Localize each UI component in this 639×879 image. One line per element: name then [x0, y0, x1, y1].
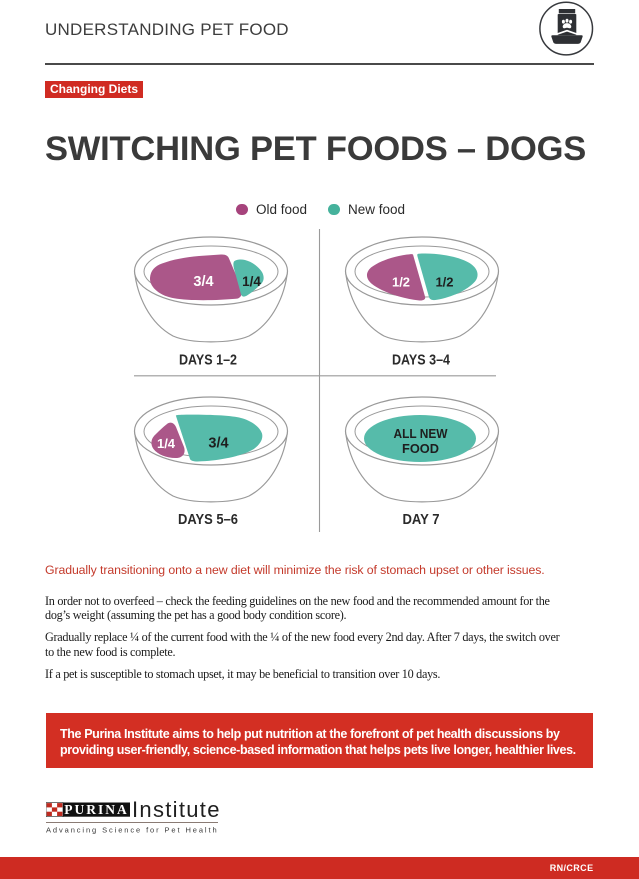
svg-text:PURINA: PURINA [64, 802, 129, 817]
svg-text:3/4: 3/4 [208, 436, 228, 452]
svg-text:DAYS 3–4: DAYS 3–4 [392, 353, 450, 369]
svg-text:Institute: Institute [132, 800, 221, 822]
svg-text:3/4: 3/4 [193, 274, 213, 290]
svg-text:DAY 7: DAY 7 [403, 512, 440, 528]
svg-text:1/4: 1/4 [157, 436, 176, 451]
svg-text:1/4: 1/4 [242, 274, 261, 289]
svg-text:1/2: 1/2 [392, 275, 410, 290]
svg-text:1/2: 1/2 [435, 275, 453, 290]
svg-text:Advancing Science for Pet Heal: Advancing Science for Pet Health [46, 826, 219, 835]
svg-text:ALL NEW: ALL NEW [394, 426, 449, 441]
svg-text:DAYS 1–2: DAYS 1–2 [179, 353, 237, 369]
svg-text:DAYS 5–6: DAYS 5–6 [178, 512, 238, 528]
svg-text:FOOD: FOOD [402, 441, 439, 456]
